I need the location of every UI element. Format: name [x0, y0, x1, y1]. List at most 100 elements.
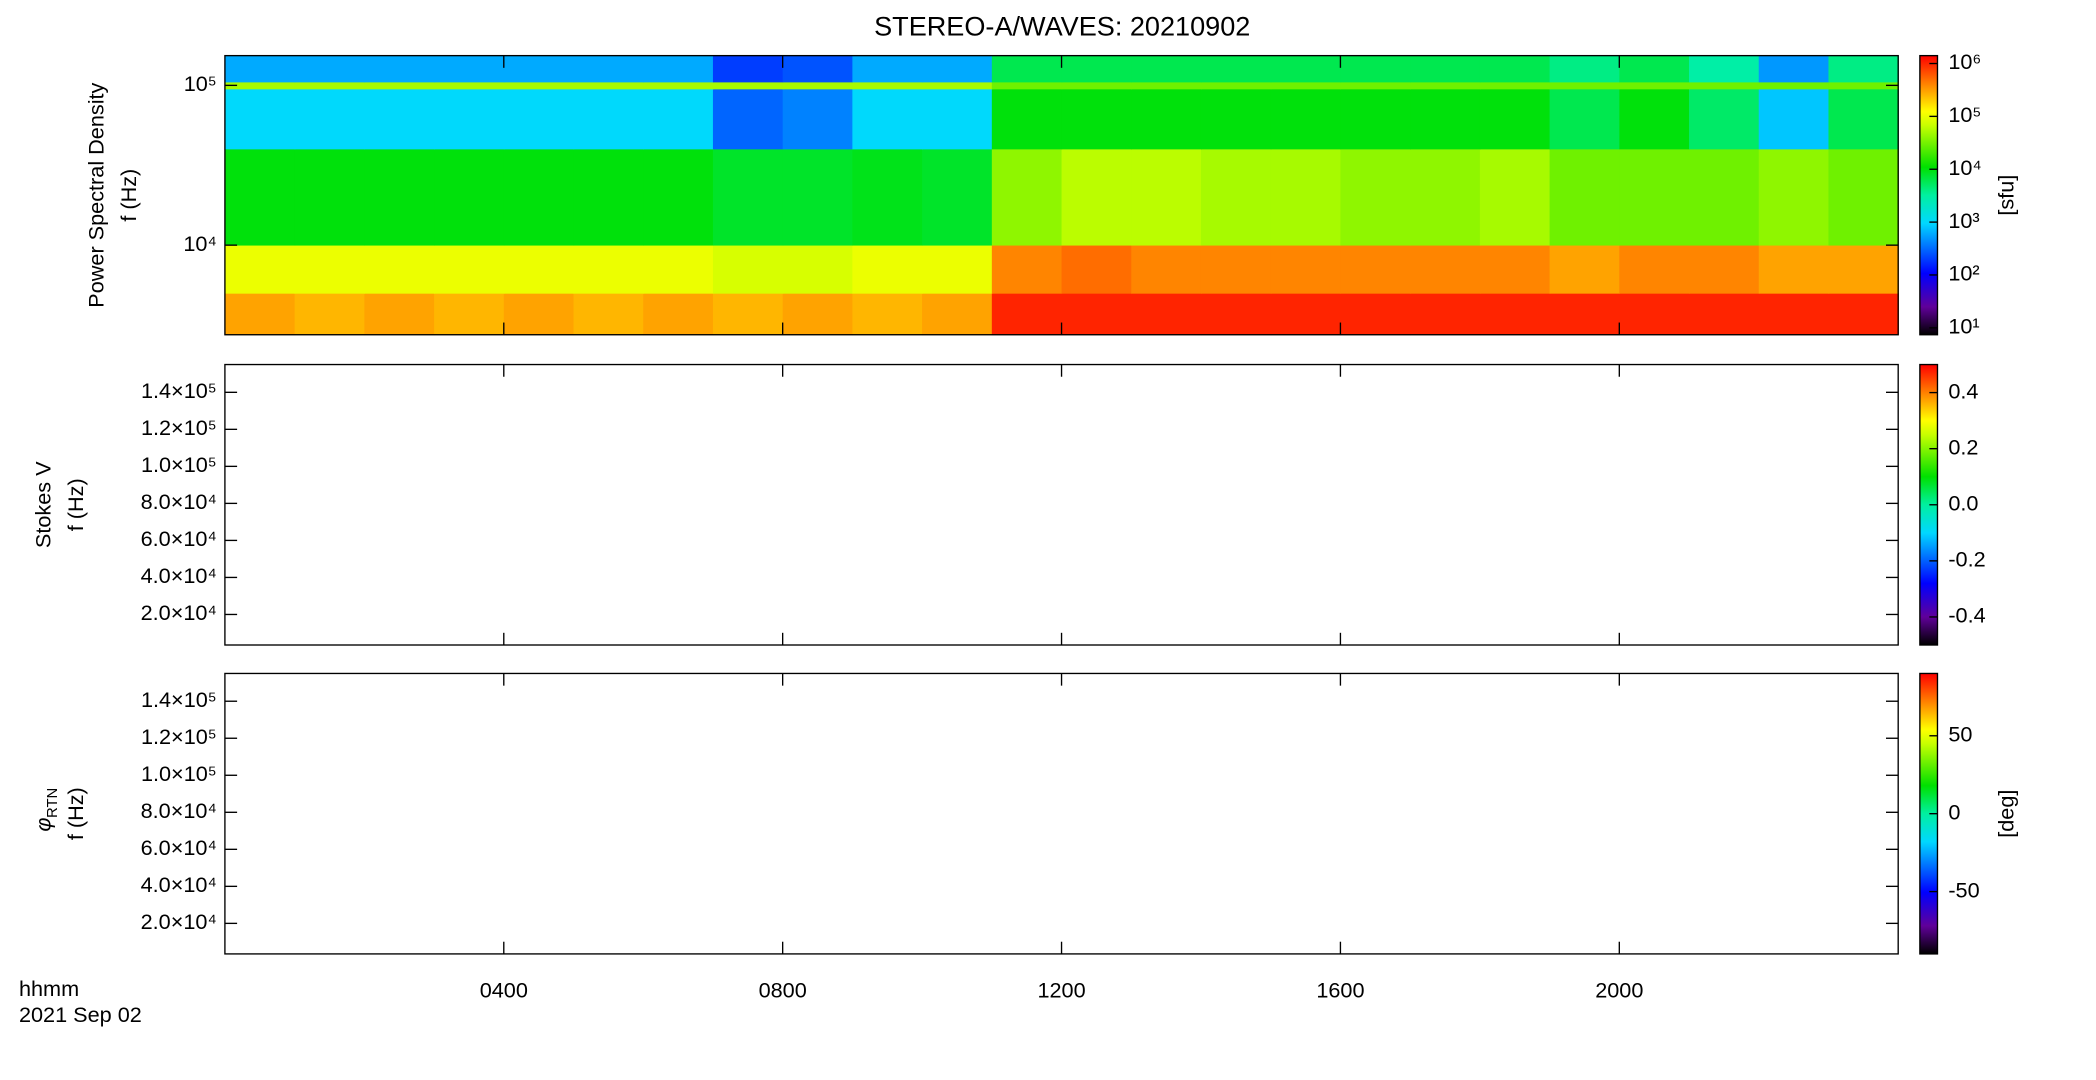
heatmap-cell [643, 88, 714, 150]
heatmap-cell [712, 245, 784, 294]
heatmap-cell [991, 81, 1063, 90]
colorbar [1919, 54, 1939, 336]
colorbar-tick-label: 0.0 [1948, 490, 1978, 515]
heatmap-cell [573, 148, 644, 246]
heatmap-cell [1340, 81, 1411, 90]
heatmap-cell [1689, 245, 1760, 294]
heatmap-cell [573, 293, 644, 336]
heatmap-cell [294, 245, 366, 294]
heatmap-cell [503, 88, 575, 150]
heatmap-cell [1131, 81, 1202, 90]
heatmap-cell [1549, 148, 1620, 246]
y-axis-label: f (Hz) [63, 787, 88, 840]
heatmap-cell [643, 245, 714, 294]
heatmap-cell [1410, 55, 1481, 83]
heatmap-cell [852, 293, 923, 336]
heatmap-cell [1061, 245, 1132, 294]
heatmap-cell [294, 148, 366, 246]
heatmap-cell [434, 55, 505, 83]
heatmap-cell [643, 81, 714, 90]
plot-frame [224, 672, 1899, 955]
heatmap-cell [643, 293, 714, 336]
y-tick-label: 1.4×10⁵ [141, 687, 217, 712]
y-tick-label: 2.0×10⁴ [141, 600, 217, 625]
y-tick-label: 10⁴ [183, 231, 216, 256]
heatmap-cell [1758, 148, 1830, 246]
heatmap-cell [922, 88, 993, 150]
heatmap-cell [503, 55, 575, 83]
colorbar-tick-label: 10⁴ [1948, 155, 1981, 180]
heatmap-cell [712, 88, 784, 150]
heatmap-cell [224, 245, 296, 294]
heatmap-cell [434, 81, 505, 90]
x-tick-label: 0400 [480, 978, 528, 1003]
heatmap-cell [224, 88, 296, 150]
heatmap-cell [1828, 88, 1899, 150]
heatmap-cell [1410, 81, 1481, 90]
heatmap-cell [712, 81, 784, 90]
heatmap-cell [922, 55, 993, 83]
y-tick-label: 6.0×10⁴ [141, 526, 217, 551]
y-tick-label: 1.0×10⁵ [141, 761, 217, 786]
heatmap-cell [922, 293, 993, 336]
heatmap-cell [1689, 55, 1760, 83]
chart-title: STEREO-A/WAVES: 20210902 [874, 11, 1250, 42]
heatmap-cell [434, 88, 505, 150]
heatmap-cell [294, 81, 366, 90]
x-tick-label: 1600 [1316, 978, 1364, 1003]
heatmap-cell [1758, 81, 1830, 90]
y-tick-label: 1.4×10⁵ [141, 378, 217, 403]
heatmap-cell [712, 148, 784, 246]
heatmap-cell [991, 55, 1063, 83]
heatmap-cell [1619, 245, 1690, 294]
heatmap-cell [1200, 88, 1272, 150]
y-tick-label: 1.2×10⁵ [141, 415, 217, 440]
colorbar-tick-label: 10² [1948, 261, 1979, 286]
heatmap-cell [1828, 81, 1899, 90]
colorbar-tick-label: -0.2 [1948, 547, 1985, 572]
heatmap-cell [1200, 148, 1272, 246]
heatmap-cell [1479, 55, 1551, 83]
y-tick-label: 8.0×10⁴ [141, 798, 217, 823]
y-tick-label: 1.2×10⁵ [141, 724, 217, 749]
heatmap-cell [434, 293, 505, 336]
y-tick-label: 6.0×10⁴ [141, 835, 217, 860]
heatmap-cell [1131, 148, 1202, 246]
heatmap-cell [1200, 55, 1272, 83]
heatmap-cell [1479, 81, 1551, 90]
colorbar-tick-label: 0.4 [1948, 378, 1978, 403]
heatmap-cell [364, 81, 435, 90]
heatmap-cell [1061, 55, 1132, 83]
y-tick-label: 1.0×10⁵ [141, 452, 217, 477]
heatmap-cell [1410, 245, 1481, 294]
heatmap-cell [1619, 293, 1690, 336]
heatmap-cell [1758, 245, 1830, 294]
heatmap-cell [852, 55, 923, 83]
heatmap-cell [1340, 55, 1411, 83]
heatmap-cell [991, 148, 1063, 246]
heatmap-cell [364, 55, 435, 83]
heatmap-cell [643, 148, 714, 246]
heatmap-cell [1479, 245, 1551, 294]
heatmap-cell [852, 245, 923, 294]
heatmap-cell [224, 81, 296, 90]
x-tick-label: 0800 [759, 978, 807, 1003]
heatmap-cell [991, 293, 1063, 336]
heatmap-cell [782, 55, 854, 83]
heatmap-cell [922, 81, 993, 90]
plot-frame [224, 363, 1899, 646]
heatmap-cell [1619, 55, 1690, 83]
heatmap-cell [1270, 245, 1342, 294]
heatmap-cell [1270, 88, 1342, 150]
heatmap-cell [1758, 293, 1830, 336]
heatmap-cell [364, 245, 435, 294]
heatmap-cell [712, 55, 784, 83]
heatmap-cell [782, 245, 854, 294]
heatmap-cell [782, 81, 854, 90]
heatmap-cell [1131, 88, 1202, 150]
heatmap-cell [1340, 88, 1411, 150]
date-label: 2021 Sep 02 [19, 1002, 142, 1027]
heatmap-cell [503, 293, 575, 336]
